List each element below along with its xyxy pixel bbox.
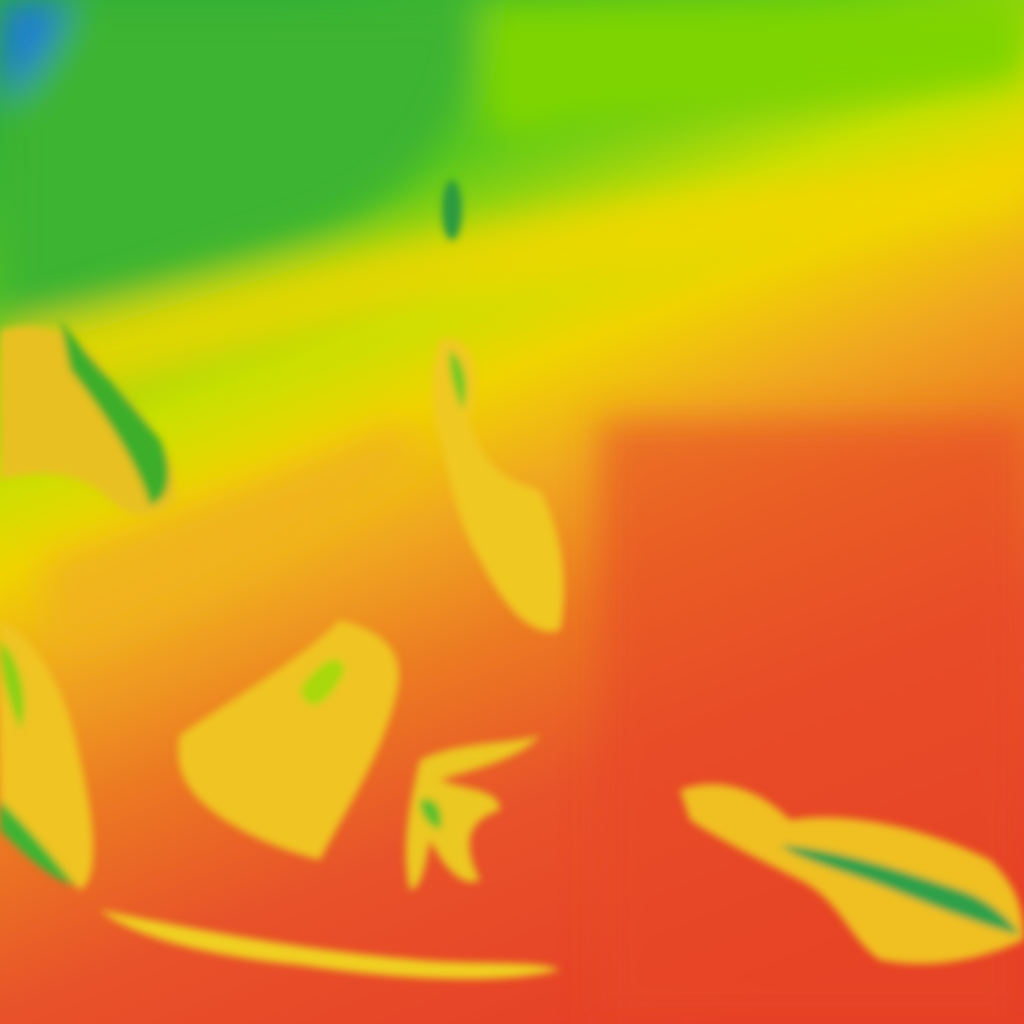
landmasses (0, 180, 1024, 980)
